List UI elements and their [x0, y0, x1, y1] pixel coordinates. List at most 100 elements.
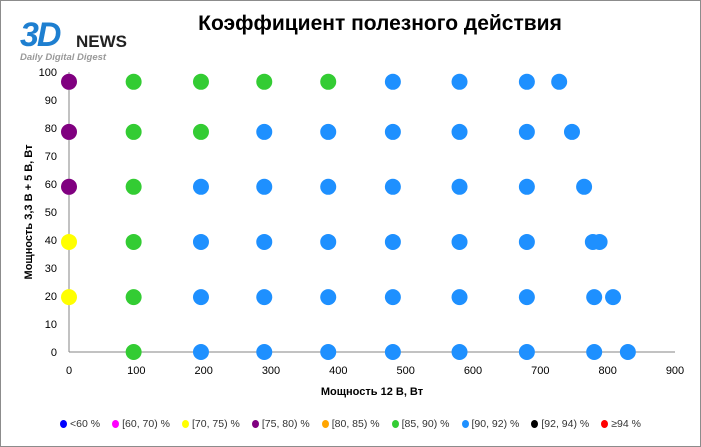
- legend-marker-icon: [60, 420, 68, 428]
- data-point: [125, 123, 142, 140]
- data-point: [576, 178, 593, 195]
- data-point: [384, 73, 401, 90]
- data-point: [384, 289, 401, 306]
- data-point: [619, 344, 636, 360]
- data-point: [192, 344, 209, 360]
- legend-item: [70, 75) %: [182, 418, 240, 430]
- data-point: [518, 123, 535, 140]
- data-point: [256, 178, 273, 195]
- data-point: [384, 123, 401, 140]
- x-tick-label: 100: [127, 365, 145, 377]
- legend-label: [90, 92) %: [471, 418, 520, 430]
- legend-marker-icon: [321, 420, 329, 428]
- y-tick-label: 70: [45, 151, 57, 163]
- x-tick-label: 800: [598, 365, 616, 377]
- x-tick-label: 300: [262, 365, 280, 377]
- x-tick-label: 900: [666, 365, 684, 377]
- x-tick-label: 500: [396, 365, 414, 377]
- data-point: [61, 73, 77, 90]
- y-axis-label: Мощность 3,3 В + 5 В, Вт: [23, 144, 35, 280]
- legend-marker-icon: [531, 420, 539, 428]
- legend-item: [85, 90) %: [391, 418, 450, 430]
- legend-item: [75, 80) %: [251, 418, 310, 430]
- data-point: [256, 289, 273, 306]
- data-point: [518, 73, 535, 90]
- data-point: [320, 233, 337, 250]
- data-point: [451, 289, 468, 306]
- data-point: [256, 344, 273, 360]
- x-tick-label: 600: [464, 365, 482, 377]
- data-point: [518, 178, 535, 195]
- data-point: [518, 344, 535, 360]
- y-tick-label: 90: [45, 95, 57, 107]
- legend-label: <60 %: [70, 418, 101, 430]
- data-point: [192, 289, 209, 306]
- legend-item: [80, 85) %: [321, 418, 380, 430]
- data-point: [518, 233, 535, 250]
- legend: <60 % [60, 70) % [70, 75) % [75, 80) % [80, …: [0, 418, 701, 430]
- legend-item: ≥94 %: [601, 418, 641, 430]
- legend-marker-icon: [251, 420, 259, 428]
- data-point: [61, 178, 77, 195]
- data-point: [518, 289, 535, 306]
- legend-marker-icon: [182, 420, 189, 428]
- logo-3d: 3D: [20, 16, 61, 54]
- data-point: [451, 123, 468, 140]
- data-point: [192, 73, 209, 90]
- data-point: [320, 73, 337, 90]
- data-point: [451, 344, 468, 360]
- legend-marker-icon: [461, 420, 469, 428]
- data-point: [256, 123, 273, 140]
- legend-marker-icon: [391, 420, 399, 428]
- y-tick-label: 50: [45, 207, 57, 219]
- legend-label: ≥94 %: [611, 418, 641, 430]
- data-point: [591, 233, 608, 250]
- data-point: [256, 233, 273, 250]
- legend-item: [92, 94) %: [531, 418, 589, 430]
- x-tick-label: 400: [329, 365, 347, 377]
- y-tick-label: 10: [45, 319, 57, 331]
- data-point: [192, 178, 209, 195]
- data-point: [125, 178, 142, 195]
- data-point: [192, 123, 209, 140]
- logo-news: NEWS: [76, 32, 127, 51]
- legend-label: [60, 70) %: [122, 418, 170, 430]
- data-point: [61, 233, 77, 250]
- data-point: [320, 123, 337, 140]
- y-tick-label: 80: [45, 123, 57, 135]
- data-point: [451, 233, 468, 250]
- data-point: [586, 289, 603, 306]
- y-tick-label: 20: [45, 291, 57, 303]
- data-point: [256, 73, 273, 90]
- y-tick-label: 40: [45, 235, 57, 247]
- y-tick-label: 60: [45, 179, 57, 191]
- data-point: [192, 233, 209, 250]
- data-point: [320, 289, 337, 306]
- data-point: [125, 73, 142, 90]
- data-point: [586, 344, 603, 360]
- legend-item: [60, 70) %: [112, 418, 170, 430]
- data-point: [61, 289, 77, 306]
- legend-label: [92, 94) %: [541, 418, 590, 430]
- x-tick-label: 0: [66, 365, 72, 377]
- data-point: [451, 178, 468, 195]
- legend-label: [85, 90) %: [401, 418, 450, 430]
- y-tick-label: 30: [45, 263, 57, 275]
- chart-title: Коэффициент полезного действия: [198, 12, 562, 35]
- data-point: [451, 73, 468, 90]
- data-point: [384, 344, 401, 360]
- y-tick-label: 100: [39, 67, 57, 79]
- data-point: [61, 123, 77, 140]
- data-point: [125, 233, 142, 250]
- data-point: [563, 123, 580, 140]
- x-axis-label: Мощность 12 В, Вт: [321, 386, 424, 398]
- data-point: [605, 289, 622, 306]
- data-point: [320, 344, 337, 360]
- y-tick-label: 0: [51, 347, 57, 359]
- data-point: [125, 289, 142, 306]
- logo-tagline: Daily Digital Digest: [20, 52, 107, 63]
- legend-label: [80, 85) %: [331, 418, 380, 430]
- data-point: [384, 178, 401, 195]
- legend-label: [75, 80) %: [261, 418, 310, 430]
